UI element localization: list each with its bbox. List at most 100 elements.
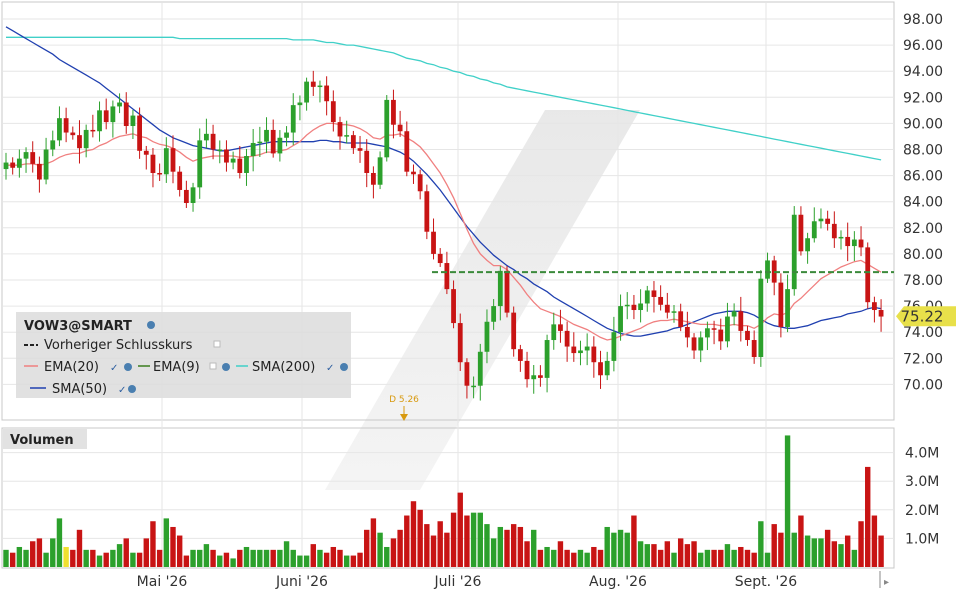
volume-bar (123, 538, 129, 567)
scroll-right-button[interactable]: ▸ (879, 571, 889, 588)
volume-bar (711, 549, 717, 567)
sma200-check-icon[interactable]: ✓ (326, 363, 334, 374)
volume-bar (450, 512, 457, 567)
candle-body (564, 330, 570, 347)
candle-body (250, 142, 256, 157)
candle-body (751, 340, 757, 357)
volume-bar (150, 521, 156, 567)
volume-bar (611, 532, 617, 567)
ticker-settings-icon[interactable] (147, 321, 155, 329)
volume-bar (337, 549, 343, 567)
legend-prev-close: Vorheriger Schlusskurs (44, 338, 193, 353)
volume-bar (23, 549, 29, 567)
volume-bar (424, 524, 430, 567)
volume-title: Volumen (10, 433, 74, 448)
candle-body (357, 148, 363, 151)
legend: VOW3@SMART Vorheriger Schlusskurs EMA(20… (16, 312, 351, 398)
volume-bar (70, 549, 76, 567)
volume-bar (564, 549, 570, 567)
volume-bar (510, 524, 517, 567)
candle-body (631, 304, 637, 311)
candle-body (290, 105, 296, 133)
candle-body (651, 290, 657, 297)
candle-body (598, 362, 603, 376)
volume-bar (704, 549, 711, 567)
volume-bar (283, 541, 290, 567)
candle-body (137, 115, 142, 151)
candle-body (451, 289, 456, 324)
volume-bar (370, 518, 377, 567)
candle-body (3, 162, 9, 170)
volume-bar (250, 549, 256, 567)
candle-body (858, 239, 864, 248)
price-tick-label: 80.00 (903, 247, 943, 263)
candle-body (224, 149, 229, 163)
volume-bar (437, 521, 443, 567)
ema9-checkbox[interactable] (209, 362, 217, 370)
candle-body (244, 156, 249, 173)
ema20-settings-icon[interactable] (124, 363, 132, 371)
candle-body (571, 346, 577, 354)
prev-close-checkbox[interactable] (213, 340, 221, 348)
volume-bar (330, 546, 337, 567)
volume-bar (731, 549, 737, 567)
volume-bar (671, 552, 677, 567)
volume-bar (390, 538, 397, 567)
ema9-settings-icon[interactable] (222, 363, 230, 371)
candle-body (524, 360, 530, 380)
candle-body (170, 148, 176, 172)
candle-body (350, 135, 356, 149)
legend-ema9: EMA(9) (153, 360, 200, 375)
candle-body (391, 99, 396, 125)
volume-bar (410, 501, 417, 567)
volume-bar (484, 524, 490, 567)
candle-body (304, 81, 309, 103)
volume-bar (16, 546, 23, 567)
candle-body (230, 158, 236, 163)
time-tick-label: Juli '26 (434, 574, 482, 590)
candle-body (511, 312, 517, 350)
candle-body (110, 106, 116, 123)
candle-body (544, 340, 550, 378)
volume-tick-label: 4.0M (905, 446, 939, 462)
candle-body (143, 150, 149, 155)
sma50-settings-icon[interactable] (128, 385, 136, 393)
candle-body (872, 302, 877, 311)
candle-body (270, 129, 276, 154)
candle-body (471, 385, 476, 388)
last-price-value: 75.22 (901, 307, 944, 325)
volume-tick-label: 2.0M (905, 503, 939, 519)
ema20-check-icon[interactable]: ✓ (110, 363, 118, 374)
volume-bar (230, 558, 236, 567)
volume-bar (744, 549, 751, 567)
candle-body (691, 337, 697, 351)
volume-bars (3, 435, 884, 567)
volume-bar (591, 546, 597, 567)
candle-body (324, 85, 330, 102)
candle-body (424, 191, 430, 232)
volume-bar (103, 552, 109, 567)
candle-body (791, 214, 797, 290)
volume-bar (824, 529, 831, 567)
volume-bar (417, 509, 423, 567)
candle-body (297, 102, 303, 106)
candle-body (117, 102, 122, 107)
sma50-check-icon[interactable]: ✓ (118, 385, 126, 396)
dividend-label: D 5.26 (389, 395, 419, 405)
volume-bar (56, 518, 63, 567)
candle-body (130, 115, 136, 127)
volume-bar (76, 529, 83, 567)
candle-body (411, 171, 416, 175)
candle-body (825, 218, 831, 224)
volume-bar (504, 529, 510, 567)
sma200-settings-icon[interactable] (340, 363, 348, 371)
volume-bar (223, 552, 230, 567)
candle-body (531, 375, 537, 380)
candle-body (558, 324, 563, 331)
legend-sma200: SMA(200) (252, 360, 315, 375)
volume-bar (30, 541, 36, 567)
volume-bar (738, 546, 744, 567)
candle-body (50, 140, 56, 150)
candle-body (371, 172, 376, 185)
volume-bar (517, 526, 524, 567)
